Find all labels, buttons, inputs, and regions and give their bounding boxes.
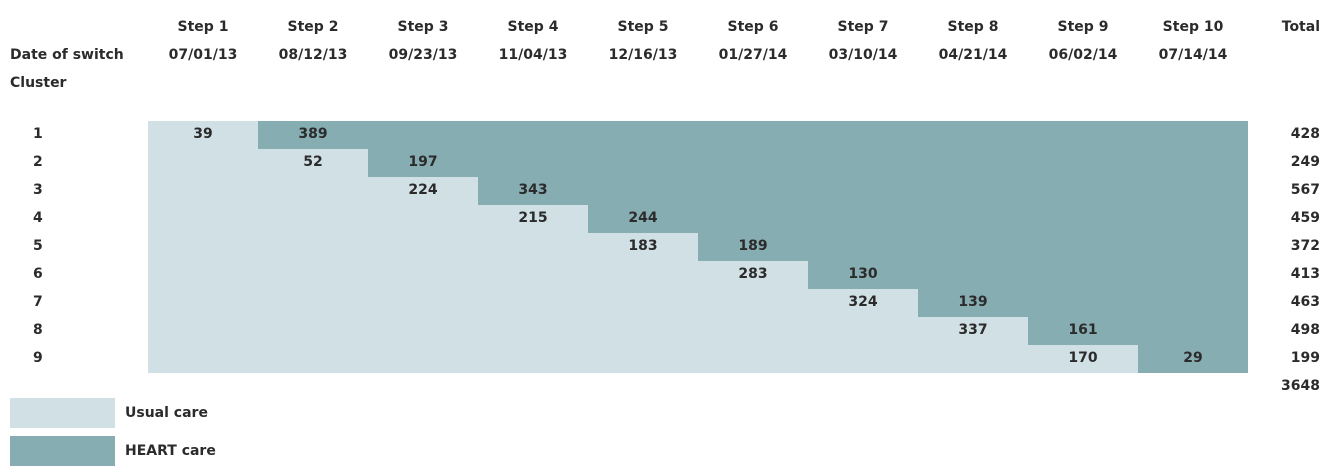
step-date: 01/27/14 <box>718 47 788 63</box>
heart-care-count: 197 <box>408 154 438 170</box>
heart-care-cell <box>588 205 1248 233</box>
heart-care-cell <box>368 149 1248 177</box>
heart-care-cell <box>1138 345 1248 373</box>
heart-care-cell <box>258 121 1248 149</box>
cluster-total: 567 <box>1290 182 1320 198</box>
heart-care-count: 139 <box>958 294 988 310</box>
usual-care-count: 52 <box>303 154 323 170</box>
heart-care-count: 161 <box>1068 322 1098 338</box>
usual-care-cell <box>148 177 478 205</box>
grand-total: 3648 <box>1281 378 1320 394</box>
step-date: 04/21/14 <box>938 47 1008 63</box>
usual-care-cell <box>148 149 368 177</box>
heart-care-count: 189 <box>738 238 768 254</box>
heart-care-count: 389 <box>298 126 328 142</box>
usual-care-cell <box>148 261 808 289</box>
cluster-total: 249 <box>1290 154 1320 170</box>
step-date: 08/12/13 <box>278 47 348 63</box>
heart-care-count: 29 <box>1183 350 1203 366</box>
step-date: 03/10/14 <box>828 47 898 63</box>
heart-care-count: 130 <box>848 266 878 282</box>
total-header: Total <box>1281 19 1320 35</box>
cluster-id: 9 <box>33 350 43 366</box>
usual-care-cell <box>148 345 1138 373</box>
cluster-id: 4 <box>33 210 43 226</box>
cluster-id: 6 <box>33 266 43 282</box>
step-date: 06/02/14 <box>1048 47 1118 63</box>
heart-care-cell <box>478 177 1248 205</box>
step-label: Step 6 <box>727 19 779 35</box>
heart-care-count: 343 <box>518 182 548 198</box>
usual-care-count: 283 <box>738 266 768 282</box>
step-date: 12/16/13 <box>608 47 678 63</box>
cluster-total: 463 <box>1290 294 1320 310</box>
step-label: Step 2 <box>287 19 339 35</box>
step-label: Step 8 <box>947 19 999 35</box>
cluster-total: 372 <box>1290 238 1320 254</box>
cluster-total: 459 <box>1290 210 1320 226</box>
step-date: 07/14/14 <box>1158 47 1228 63</box>
heart-care-cell <box>698 233 1248 261</box>
usual-care-cell <box>148 233 698 261</box>
heart-care-count: 244 <box>628 210 658 226</box>
cluster-total: 428 <box>1290 126 1320 142</box>
cluster-id: 2 <box>33 154 43 170</box>
heart-care-cell <box>1028 317 1248 345</box>
step-date: 07/01/13 <box>168 47 238 63</box>
step-label: Step 3 <box>397 19 449 35</box>
cluster-id: 7 <box>33 294 43 310</box>
cluster-id: 8 <box>33 322 43 338</box>
cluster-total: 413 <box>1290 266 1320 282</box>
legend-label: Usual care <box>125 405 208 421</box>
usual-care-count: 39 <box>193 126 213 142</box>
heart-care-cell <box>918 289 1248 317</box>
step-label: Step 5 <box>617 19 669 35</box>
usual-care-count: 224 <box>408 182 438 198</box>
usual-care-cell <box>148 121 258 149</box>
cluster-id: 1 <box>33 126 43 142</box>
legend-label: HEART care <box>125 443 216 459</box>
cluster-label: Cluster <box>10 75 67 91</box>
step-label: Step 9 <box>1057 19 1109 35</box>
usual-care-cell <box>148 205 588 233</box>
heart-care-swatch <box>10 436 115 466</box>
usual-care-count: 170 <box>1068 350 1098 366</box>
usual-care-cell <box>148 317 1028 345</box>
usual-care-count: 183 <box>628 238 658 254</box>
step-label: Step 10 <box>1162 19 1224 35</box>
usual-care-count: 215 <box>518 210 548 226</box>
heart-care-cell <box>808 261 1248 289</box>
step-label: Step 4 <box>507 19 559 35</box>
usual-care-count: 337 <box>958 322 988 338</box>
usual-care-cell <box>148 289 918 317</box>
cluster-total: 498 <box>1290 322 1320 338</box>
step-date: 09/23/13 <box>388 47 458 63</box>
cluster-id: 3 <box>33 182 43 198</box>
usual-care-count: 324 <box>848 294 878 310</box>
cluster-id: 5 <box>33 238 43 254</box>
cluster-total: 199 <box>1290 350 1320 366</box>
date-of-switch-label: Date of switch <box>10 47 124 63</box>
usual-care-swatch <box>10 398 115 428</box>
step-label: Step 7 <box>837 19 889 35</box>
step-date: 11/04/13 <box>498 47 568 63</box>
step-label: Step 1 <box>177 19 229 35</box>
